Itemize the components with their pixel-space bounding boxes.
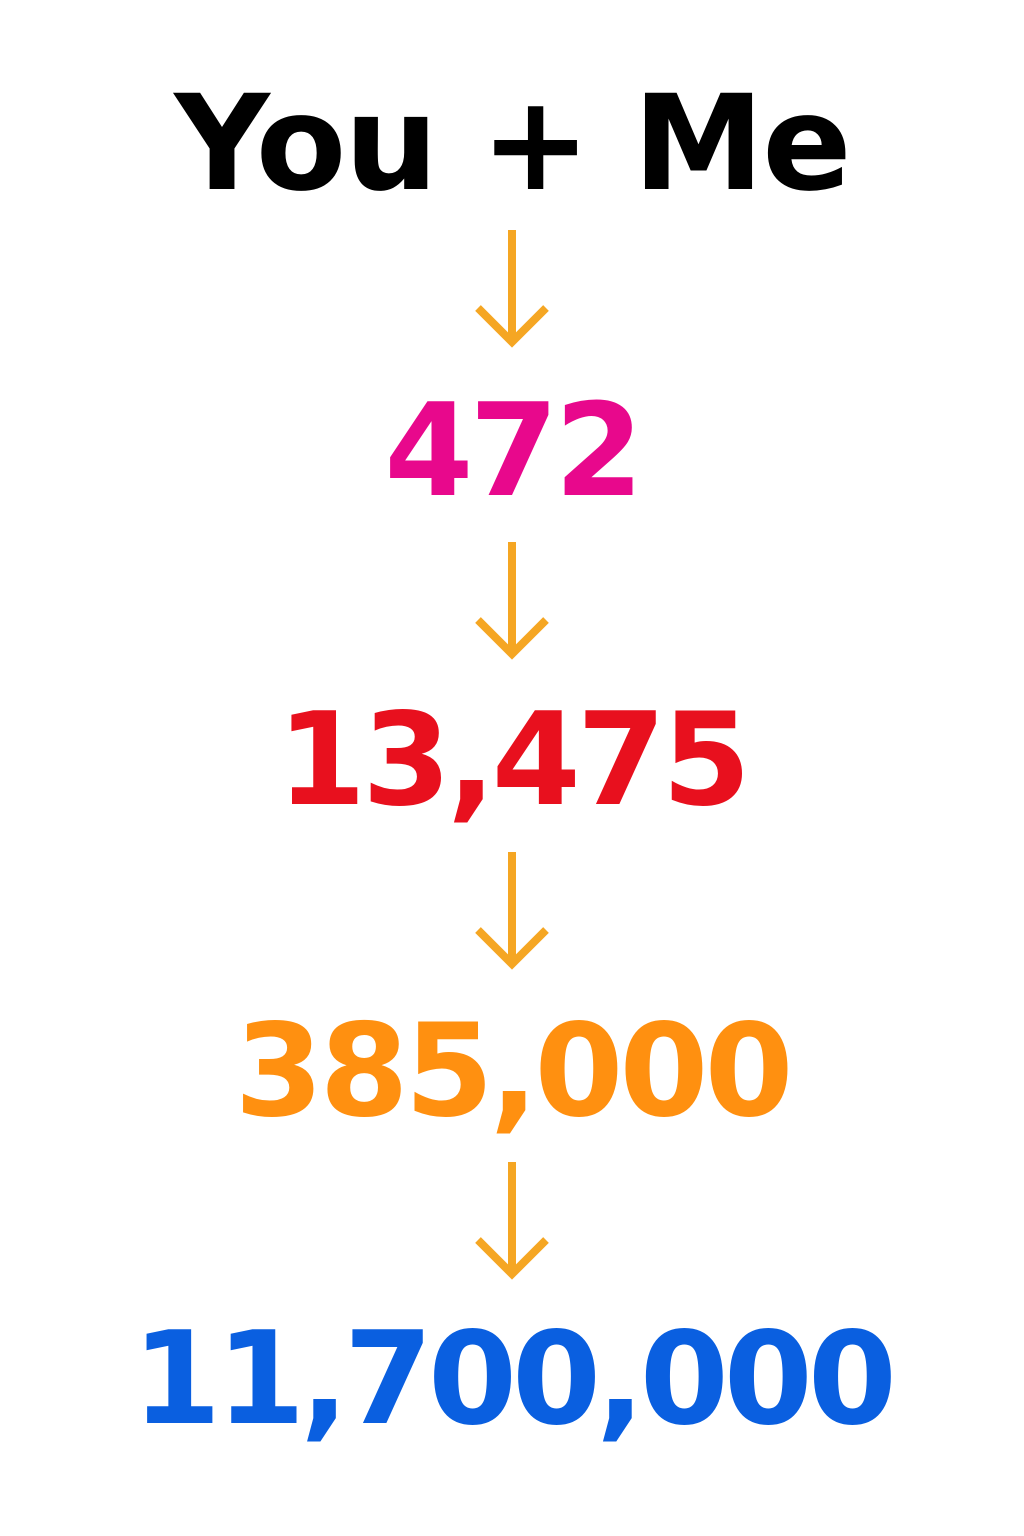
arrow-down-icon — [475, 852, 549, 970]
arrow-down-icon — [475, 230, 549, 348]
diagram-title: You + Me — [174, 67, 852, 221]
step-value-472: 472 — [384, 377, 643, 526]
arrow-down-icon — [475, 1162, 549, 1280]
step-value-13475: 13,475 — [277, 686, 751, 835]
step-value-11700000: 11,700,000 — [132, 1305, 897, 1454]
arrow-down-icon — [475, 542, 549, 660]
step-value-385000: 385,000 — [234, 997, 794, 1146]
